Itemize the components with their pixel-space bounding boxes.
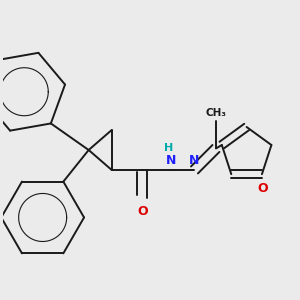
Text: O: O [257,182,268,195]
Text: N: N [189,154,200,167]
Text: O: O [137,205,148,218]
Text: CH₃: CH₃ [206,108,226,118]
Text: N: N [166,154,177,167]
Text: H: H [164,143,173,153]
